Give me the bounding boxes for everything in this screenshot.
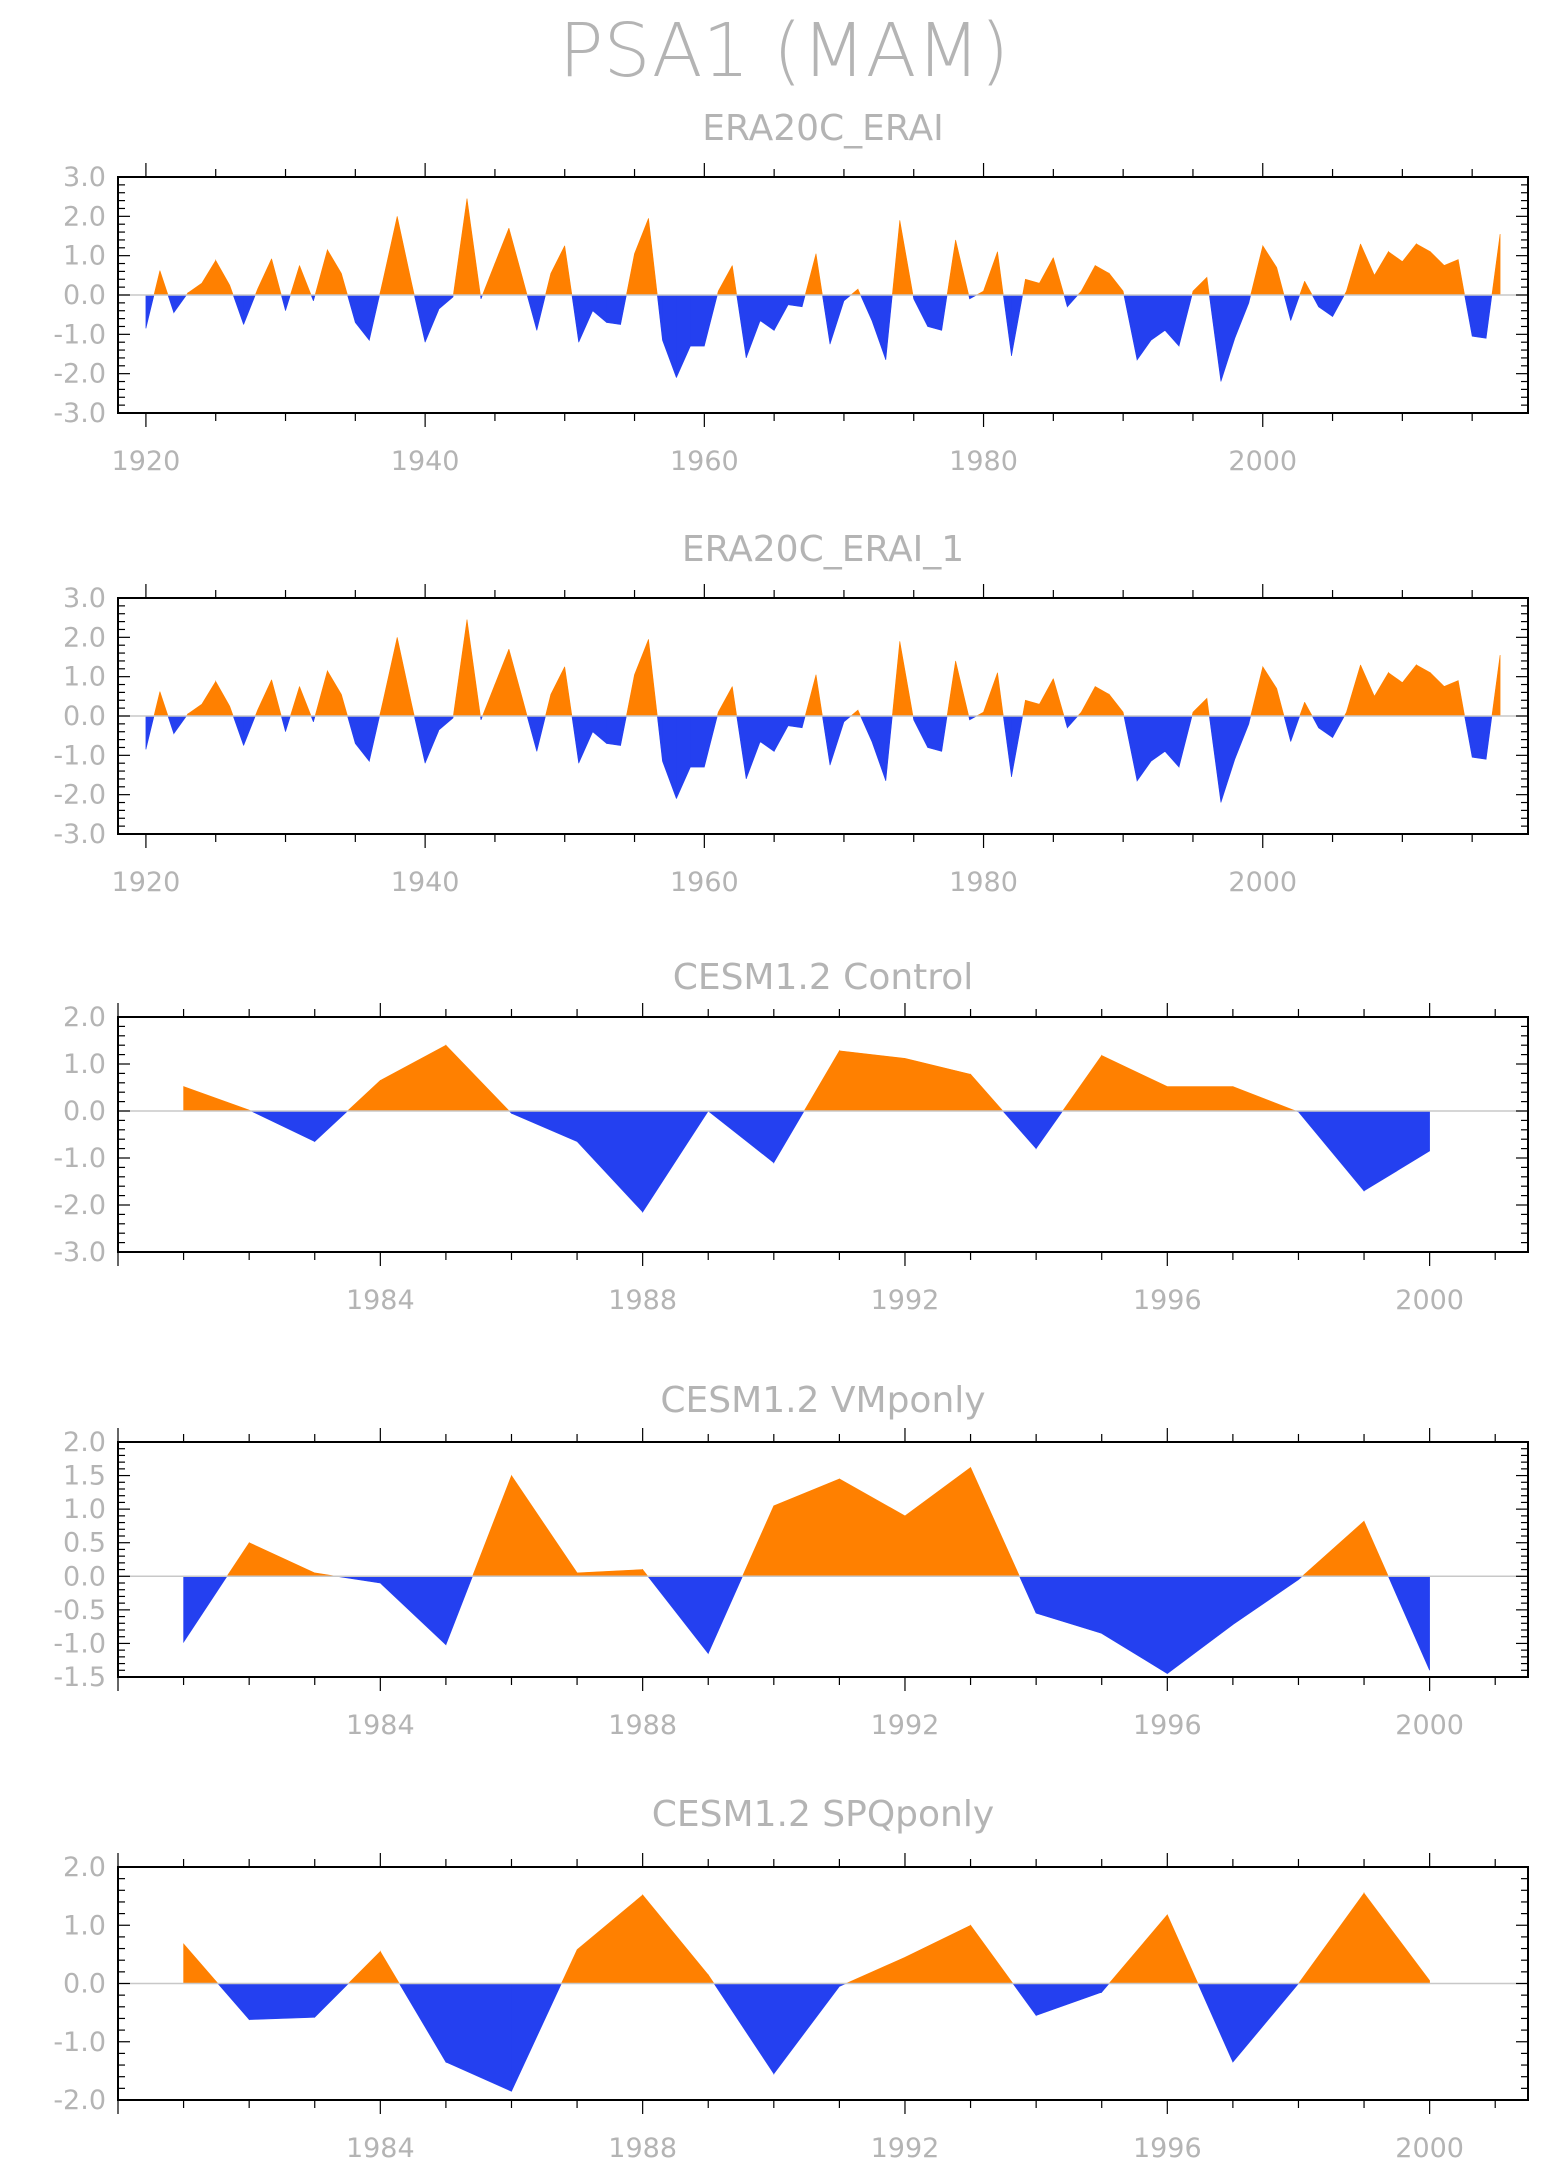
y-tick-label: -3.0 <box>53 819 106 850</box>
panel-1: ERA20C_ERAI -3.0 -2.0 -1.0 0.0 1.0 2.0 3.0 1920 1… <box>53 108 1529 477</box>
negative-area <box>145 715 1493 803</box>
x-tick-label: 1940 <box>391 867 460 898</box>
negative-area <box>145 294 1493 382</box>
x-tick-label: 1984 <box>346 2133 415 2164</box>
x-tick-label: 1920 <box>112 446 181 477</box>
negative-area <box>250 1110 1430 1214</box>
x-tick-label: 1960 <box>670 446 739 477</box>
y-tick-label: 1.0 <box>63 241 106 272</box>
y-tick-label: 3.0 <box>63 162 106 193</box>
positive-area <box>153 198 1501 296</box>
y-tick-label: 1.0 <box>63 1910 106 1941</box>
x-tick-label: 1988 <box>608 1285 677 1316</box>
panel-title: ERA20C_ERAI_1 <box>682 529 964 570</box>
y-tick-label: -1.0 <box>53 1143 106 1174</box>
x-tick-label: 2000 <box>1395 1285 1464 1316</box>
x-tick-label: 1992 <box>871 2133 940 2164</box>
y-tick-label: 2.0 <box>63 201 106 232</box>
y-tick-label: 2.0 <box>63 1852 106 1883</box>
x-tick-label: 1992 <box>871 1710 940 1741</box>
panel-3: CESM1.2 Control -3.0 -2.0 -1.0 0.0 1.0 2.0 1984… <box>53 957 1529 1316</box>
plot-frame <box>117 1016 1529 1253</box>
y-tick-label: 1.0 <box>63 1494 106 1525</box>
x-tick-label: 1996 <box>1133 1710 1202 1741</box>
x-tick-label: 2000 <box>1395 2133 1464 2164</box>
x-tick-label: 1940 <box>391 446 460 477</box>
panel-title: CESM1.2 SPQponly <box>652 1794 994 1835</box>
y-tick-label: 2.0 <box>63 1002 106 1033</box>
negative-area <box>217 1983 1300 2092</box>
y-tick-label: -1.0 <box>53 740 106 771</box>
y-tick-label: -2.0 <box>53 1190 106 1221</box>
plot-frame <box>117 1441 1529 1678</box>
x-tick-label: 2000 <box>1395 1710 1464 1741</box>
y-tick-label: 2.0 <box>63 1427 106 1458</box>
page-title: PSA1 (MAM) <box>559 8 1009 94</box>
x-tick-label: 1988 <box>608 1710 677 1741</box>
panel-2: ERA20C_ERAI_1 -3.0 -2.0 -1.0 0.0 1.0 2.0 3.0 192… <box>53 529 1529 898</box>
y-tick-label: 0.0 <box>63 1969 106 2000</box>
panel-title: ERA20C_ERAI <box>702 108 943 149</box>
x-tick-label: 2000 <box>1228 446 1297 477</box>
y-tick-label: 1.0 <box>63 662 106 693</box>
y-tick-label: -2.0 <box>53 2085 106 2116</box>
y-tick-label: -1.0 <box>53 319 106 350</box>
positive-area <box>183 1892 1430 1984</box>
y-tick-label: -0.5 <box>53 1595 106 1626</box>
y-tick-label: -3.0 <box>53 398 106 429</box>
x-tick-label: 1996 <box>1133 1285 1202 1316</box>
y-tick-label: -1.0 <box>53 1628 106 1659</box>
x-tick-label: 1992 <box>871 1285 940 1316</box>
y-tick-label: -3.0 <box>53 1237 106 1268</box>
panel-title: CESM1.2 VMponly <box>660 1380 985 1421</box>
y-tick-label: -2.0 <box>53 780 106 811</box>
y-tick-label: -2.0 <box>53 359 106 390</box>
positive-area <box>153 619 1501 717</box>
panel-4: CESM1.2 VMponly-1.5-1.0-0.50.00.51.01.52… <box>53 1380 1529 1741</box>
x-tick-label: 1980 <box>949 867 1018 898</box>
x-tick-label: 1996 <box>1133 2133 1202 2164</box>
y-tick-label: 3.0 <box>63 583 106 614</box>
y-tick-label: 1.5 <box>63 1461 106 1492</box>
x-tick-label: 1984 <box>346 1710 415 1741</box>
x-tick-label: 1920 <box>112 867 181 898</box>
panel-5: CESM1.2 SPQponly -2.0 -1.0 0.0 1.0 2.0 1984 198… <box>53 1794 1529 2164</box>
y-tick-label: -1.0 <box>53 2027 106 2058</box>
positive-area <box>183 1044 1297 1112</box>
x-tick-label: 2000 <box>1228 867 1297 898</box>
y-tick-label: 1.0 <box>63 1049 106 1080</box>
y-tick-label: 0.0 <box>63 1096 106 1127</box>
x-tick-label: 1980 <box>949 446 1018 477</box>
positive-area <box>226 1466 1389 1577</box>
x-tick-label: 1984 <box>346 1285 415 1316</box>
x-tick-label: 1988 <box>608 2133 677 2164</box>
negative-area <box>183 1576 1430 1675</box>
y-tick-label: 0.0 <box>63 701 106 732</box>
panel-title: CESM1.2 Control <box>673 957 974 998</box>
x-tick-label: 1960 <box>670 867 739 898</box>
y-tick-label: -1.5 <box>53 1662 106 1693</box>
y-tick-label: 0.5 <box>63 1528 106 1559</box>
y-tick-label: 0.0 <box>63 280 106 311</box>
y-tick-label: 0.0 <box>63 1561 106 1592</box>
y-tick-label: 2.0 <box>63 622 106 653</box>
